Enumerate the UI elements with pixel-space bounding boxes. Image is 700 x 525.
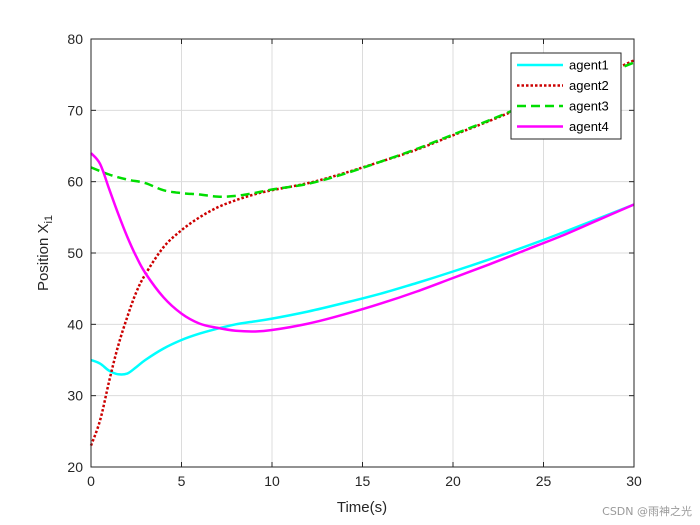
x-tick-label: 10: [264, 473, 280, 489]
y-tick-label: 40: [67, 316, 83, 332]
legend: agent1 agent2 agent3 agent4: [510, 52, 622, 140]
legend-box: [510, 52, 622, 140]
y-axis-label: Position Xi1: [35, 215, 55, 291]
tick-marks: [90, 38, 635, 468]
y-tick-label: 30: [67, 388, 83, 404]
x-axis-label: Time(s): [337, 499, 387, 516]
y-tick-label: 80: [67, 31, 83, 47]
y-tick-label: 50: [67, 245, 83, 261]
series-line-agent1: [90, 203, 635, 376]
tick-labels: 0 5 10 15 20 25 30 20 30 40 50 60 70 80: [67, 31, 642, 489]
x-tick-label: 15: [355, 473, 371, 489]
x-tick-label: 25: [536, 473, 552, 489]
legend-entry-agent2: agent2: [569, 78, 609, 93]
x-tick-label: 0: [87, 473, 95, 489]
y-tick-label: 20: [67, 459, 83, 475]
legend-entry-agent4: agent4: [569, 119, 609, 134]
y-axis-label-main: Position X: [35, 224, 52, 292]
legend-entry-agent1: agent1: [569, 58, 609, 73]
legend-entry-agent3: agent3: [569, 99, 609, 114]
x-tick-label: 30: [626, 473, 642, 489]
y-tick-label: 70: [67, 102, 83, 118]
series-line-agent2: [89, 59, 635, 447]
y-tick-label: 60: [67, 174, 83, 190]
y-axis-label-subscript: i1: [43, 215, 55, 224]
watermark: CSDN @雨神之光: [602, 505, 692, 518]
x-tick-label: 5: [178, 473, 186, 489]
x-tick-label: 20: [445, 473, 461, 489]
series-line-agent4: [90, 152, 635, 333]
